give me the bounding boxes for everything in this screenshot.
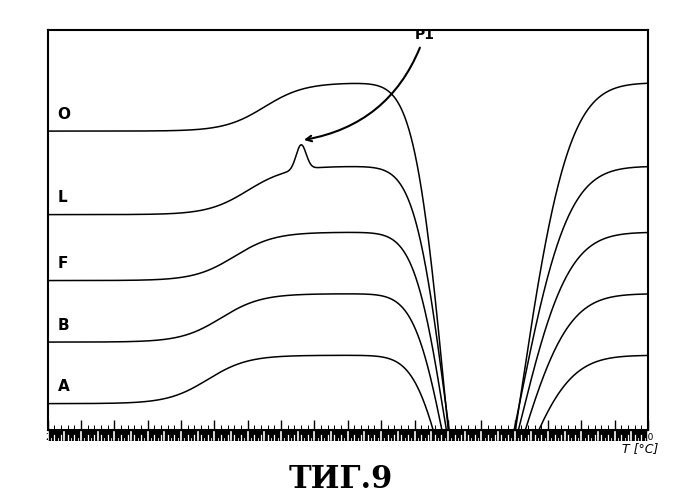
Text: 11: 11 (176, 442, 186, 452)
Text: B: B (58, 318, 70, 332)
Text: P1: P1 (306, 28, 434, 142)
Text: F: F (58, 256, 68, 271)
Text: 8: 8 (128, 442, 134, 452)
Text: 10: 10 (159, 442, 170, 452)
Text: 12: 12 (192, 442, 203, 452)
Text: 9: 9 (145, 442, 151, 452)
Text: 7: 7 (112, 442, 117, 452)
Text: 19: 19 (309, 442, 320, 452)
Text: 20: 20 (326, 442, 336, 452)
Text: O: O (58, 106, 71, 122)
Text: 3: 3 (45, 442, 50, 452)
Text: T [°C]: T [°C] (622, 442, 658, 456)
Text: 13: 13 (209, 442, 220, 452)
Text: ΤИГ.9: ΤИГ.9 (289, 464, 393, 495)
Text: 16: 16 (259, 442, 269, 452)
Text: A: A (58, 379, 70, 394)
Text: L: L (58, 190, 68, 205)
Text: 18: 18 (293, 442, 303, 452)
Text: 14: 14 (226, 442, 237, 452)
Text: 6: 6 (95, 442, 100, 452)
Text: 5: 5 (78, 442, 84, 452)
Text: 17: 17 (276, 442, 286, 452)
Text: 15: 15 (243, 442, 253, 452)
Text: 4: 4 (62, 442, 67, 452)
